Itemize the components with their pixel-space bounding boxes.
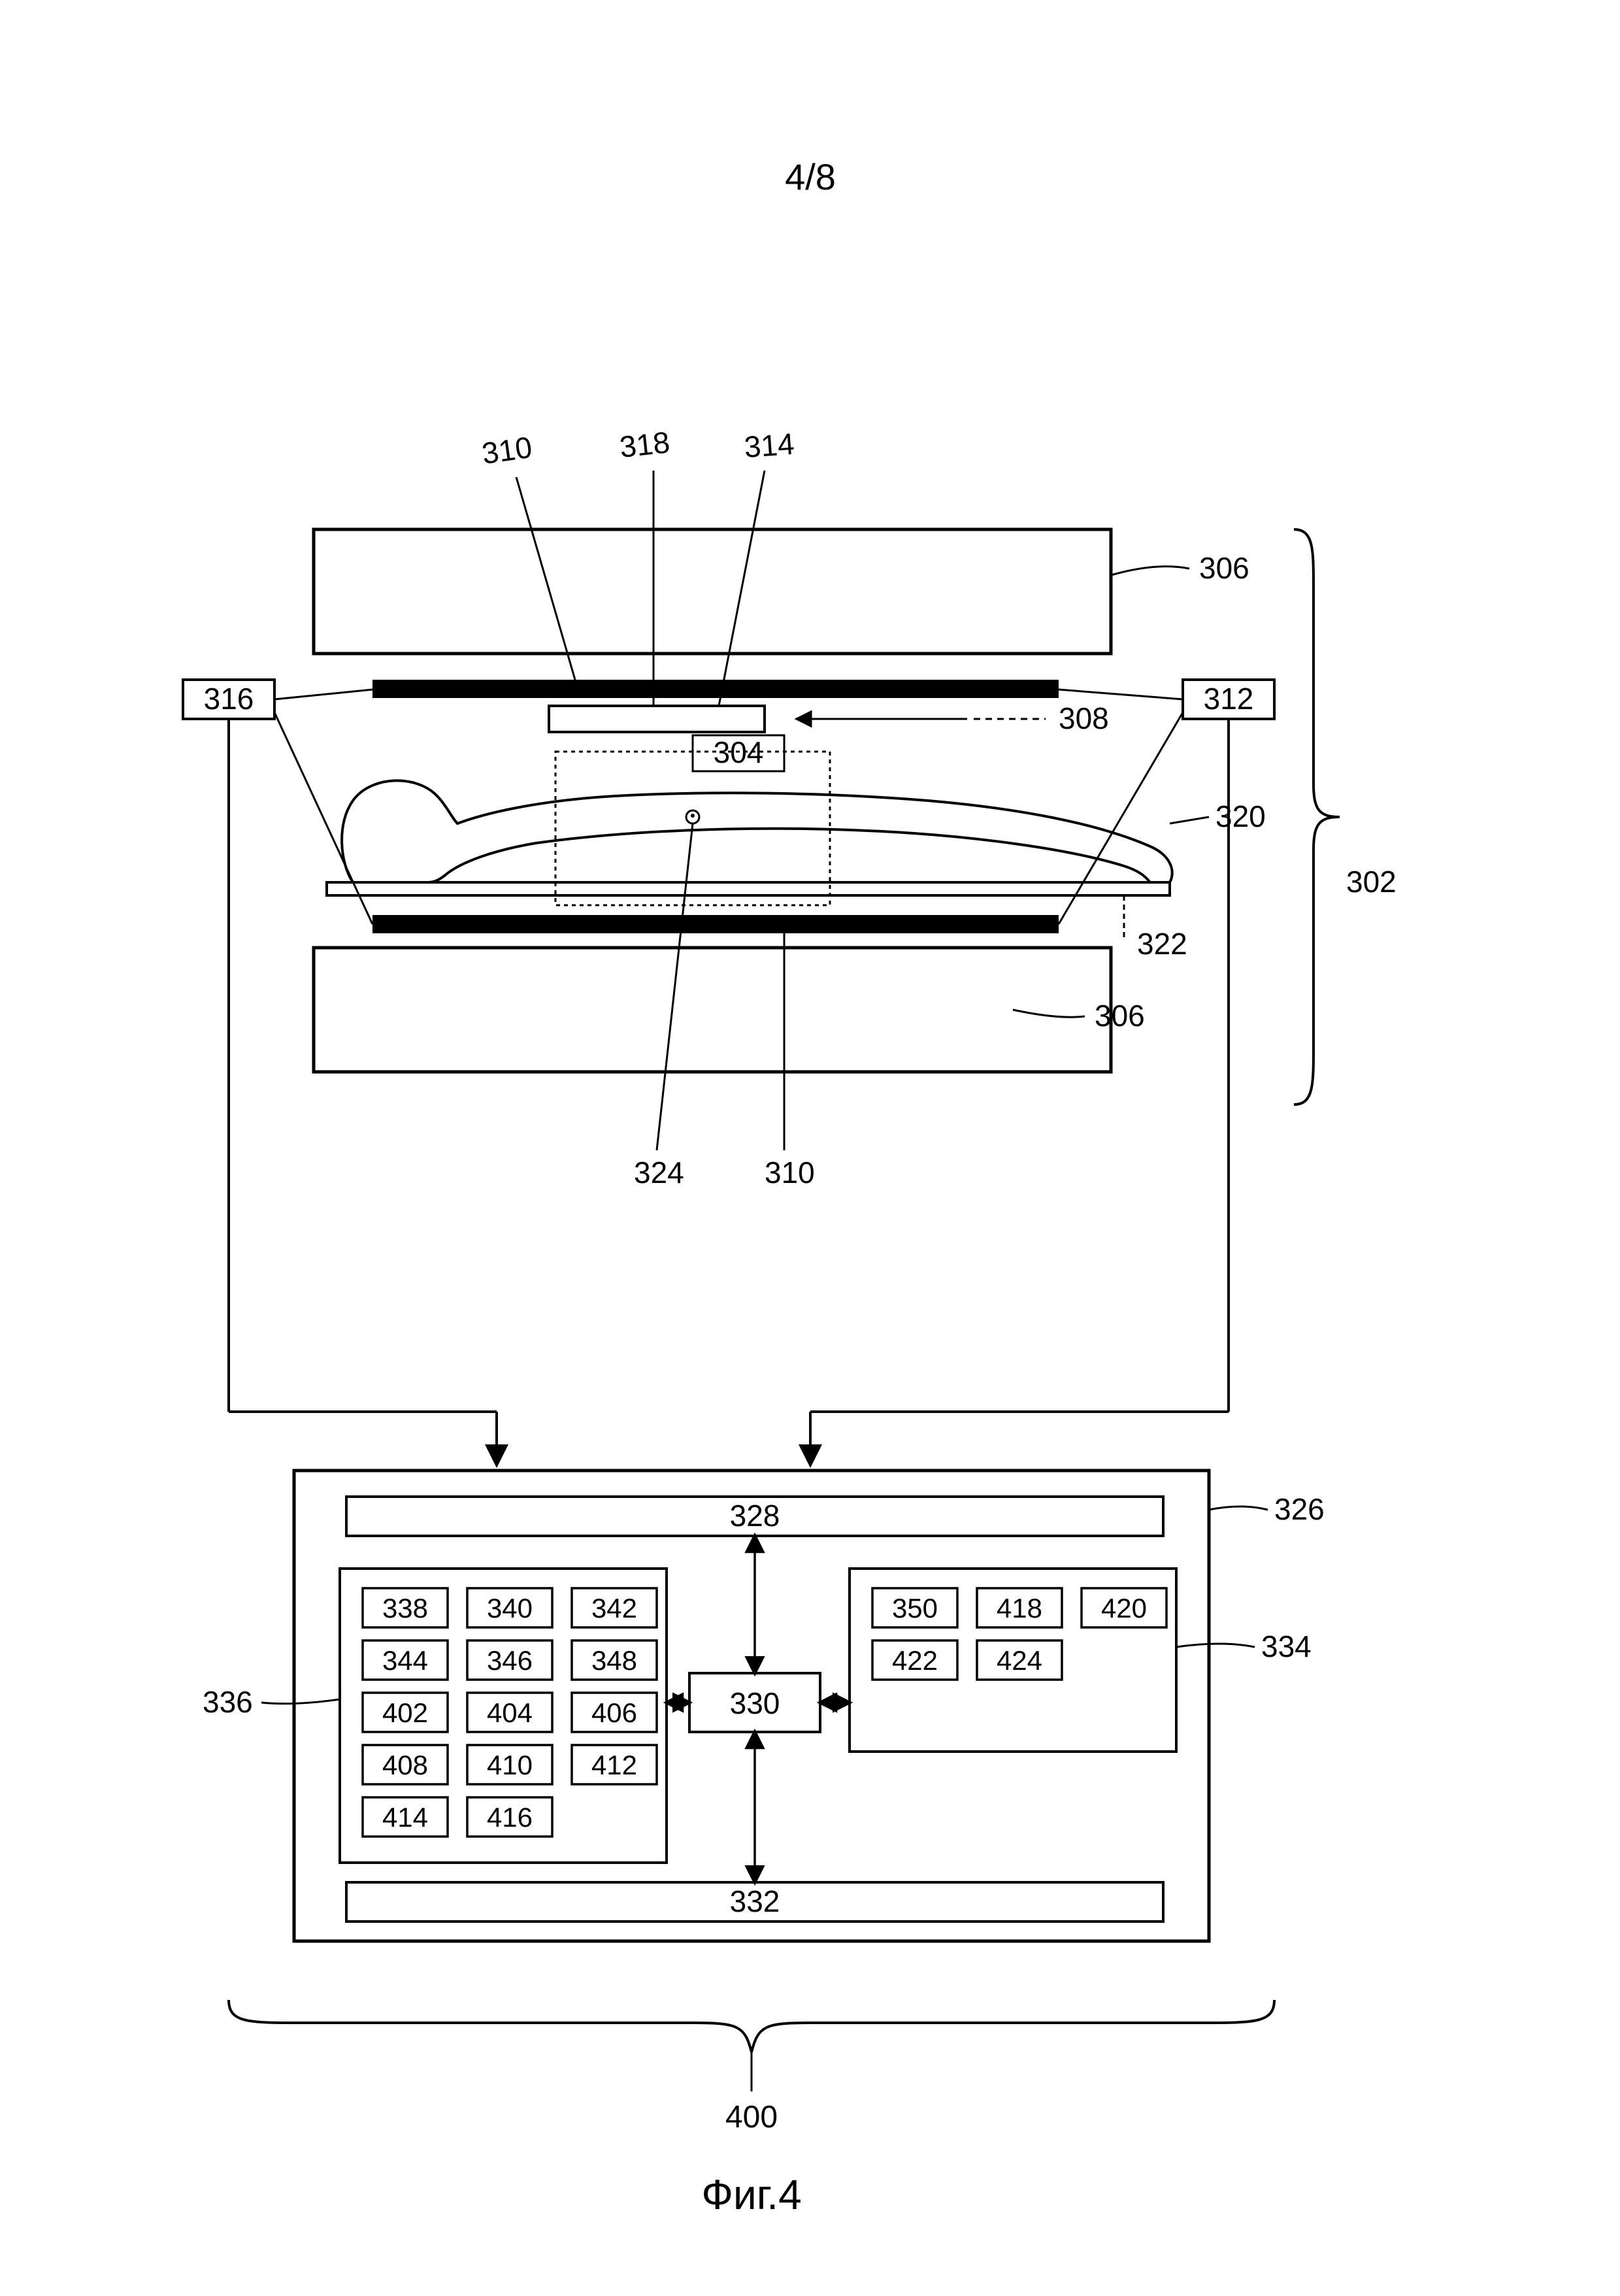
rf-coil-bar xyxy=(549,706,765,732)
label-334: 334 xyxy=(1261,1629,1312,1663)
leader-334 xyxy=(1176,1644,1255,1647)
brace-302 xyxy=(1294,529,1340,1105)
top-magnet xyxy=(314,529,1111,654)
leader-324 xyxy=(657,824,693,1150)
lg-10: 410 xyxy=(487,1750,533,1780)
rg-0: 350 xyxy=(892,1593,938,1623)
label-306-top: 306 xyxy=(1199,551,1249,585)
wire-316-bot xyxy=(274,712,372,924)
diagram-svg: 4/8 304 316 312 308 306 320 322 306 310 xyxy=(0,0,1620,2293)
label-326: 326 xyxy=(1274,1492,1325,1526)
label-314: 314 xyxy=(743,427,795,464)
lg-9: 408 xyxy=(382,1750,428,1780)
brace-400 xyxy=(229,2000,1274,2052)
figure-caption: Фиг.4 xyxy=(701,2171,801,2218)
lg-7: 404 xyxy=(487,1697,533,1728)
leader-310-top xyxy=(516,477,575,680)
leader-314 xyxy=(719,471,765,706)
label-332: 332 xyxy=(730,1884,780,1918)
label-318: 318 xyxy=(618,425,672,464)
label-306-bot: 306 xyxy=(1095,999,1145,1033)
lg-12: 414 xyxy=(382,1802,428,1833)
wire-312-top xyxy=(1059,690,1183,699)
leader-306-top xyxy=(1111,567,1189,575)
label-308: 308 xyxy=(1059,701,1109,735)
patient-outline xyxy=(342,780,1172,882)
lg-4: 346 xyxy=(487,1645,533,1676)
bottom-magnet xyxy=(314,948,1111,1072)
lg-11: 412 xyxy=(591,1750,637,1780)
lg-3: 344 xyxy=(382,1645,428,1676)
label-336: 336 xyxy=(203,1685,253,1719)
rg-3: 422 xyxy=(892,1645,938,1676)
label-324: 324 xyxy=(634,1156,684,1190)
wire-316-top xyxy=(274,690,372,699)
label-312: 312 xyxy=(1204,682,1254,716)
label-310-bot: 310 xyxy=(765,1156,815,1190)
leader-336 xyxy=(261,1699,340,1704)
lg-8: 406 xyxy=(591,1697,637,1728)
label-330: 330 xyxy=(730,1686,780,1720)
leader-326 xyxy=(1209,1506,1268,1510)
gradient-bar-top xyxy=(372,680,1059,698)
lg-2: 342 xyxy=(591,1593,637,1623)
lg-6: 402 xyxy=(382,1697,428,1728)
lg-5: 348 xyxy=(591,1645,637,1676)
page-header: 4/8 xyxy=(785,156,836,197)
label-316: 316 xyxy=(204,682,254,716)
patient-table xyxy=(327,882,1170,895)
target-point-dot xyxy=(691,814,695,818)
leader-320 xyxy=(1170,817,1209,824)
lg-0: 338 xyxy=(382,1593,428,1623)
gradient-bar-bottom xyxy=(372,915,1059,933)
label-302: 302 xyxy=(1346,865,1397,899)
right-grid: 350 418 420 422 424 xyxy=(872,1588,1166,1680)
rg-4: 424 xyxy=(997,1645,1042,1676)
left-grid: 338 340 342 344 346 348 402 404 406 408 … xyxy=(363,1588,657,1837)
label-322: 322 xyxy=(1137,927,1187,961)
rg-2: 420 xyxy=(1101,1593,1147,1623)
lg-1: 340 xyxy=(487,1593,533,1623)
leader-306-bot xyxy=(1013,1010,1085,1017)
lg-13: 416 xyxy=(487,1802,533,1833)
label-328: 328 xyxy=(730,1499,780,1533)
label-320: 320 xyxy=(1215,799,1266,833)
rg-1: 418 xyxy=(997,1593,1042,1623)
page: 4/8 304 316 312 308 306 320 322 306 310 xyxy=(0,0,1620,2293)
label-400: 400 xyxy=(725,2100,778,2135)
label-310-top: 310 xyxy=(480,430,534,471)
